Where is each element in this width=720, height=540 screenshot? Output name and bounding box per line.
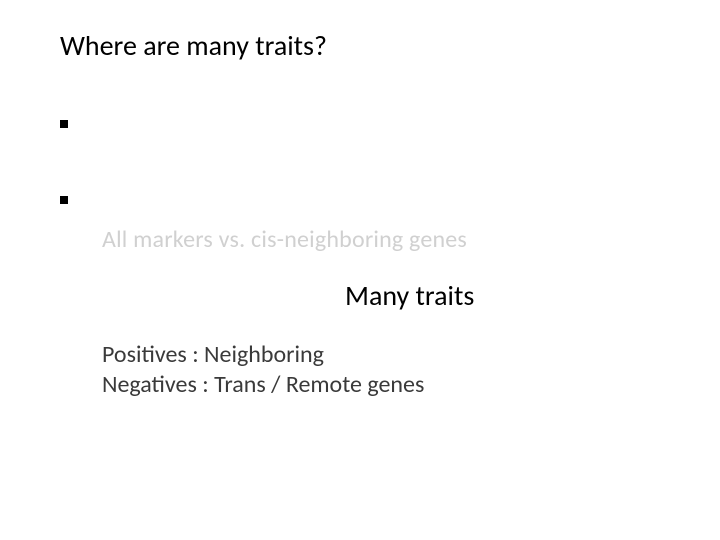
- faded-subtext: All markers vs. cis-neighboring genes: [102, 225, 467, 254]
- slide: Where are many traits? All markers vs. c…: [0, 0, 720, 540]
- bullet-icon: [60, 120, 68, 128]
- highlight-text: Many traits: [345, 278, 474, 313]
- negatives-line: Negatives : Trans / Remote genes: [102, 370, 424, 399]
- slide-title: Where are many traits?: [60, 28, 327, 63]
- bullet-icon: [60, 196, 68, 204]
- positives-line: Positives : Neighboring: [102, 340, 324, 369]
